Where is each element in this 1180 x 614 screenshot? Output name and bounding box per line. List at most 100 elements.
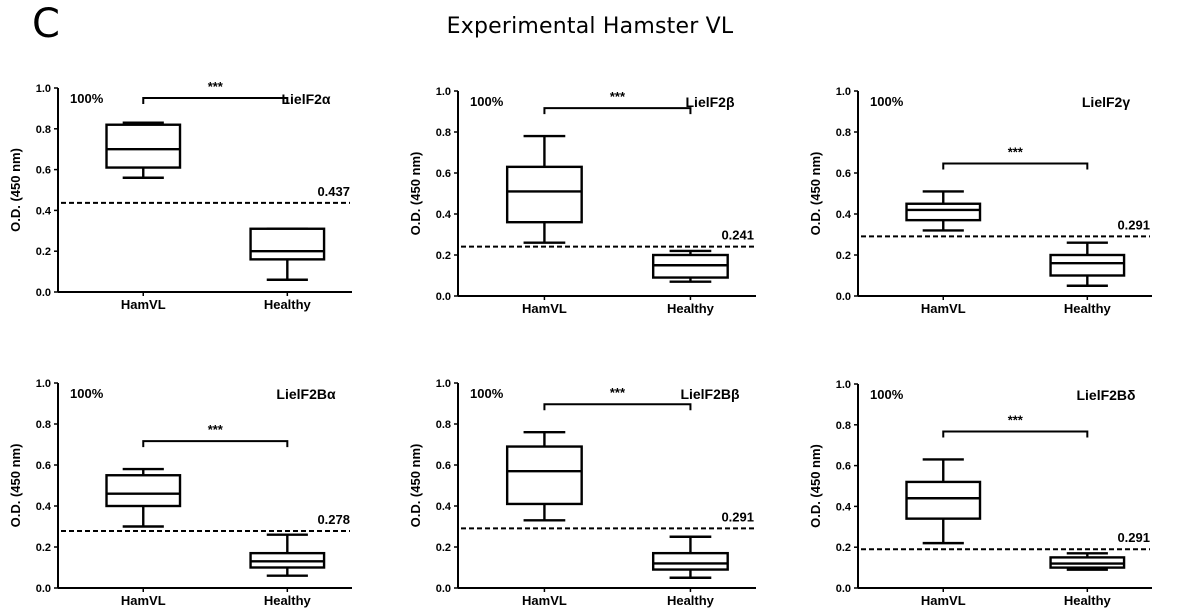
y-tick-label: 0.6	[36, 165, 51, 177]
y-tick-label: 0.2	[836, 250, 851, 262]
box-iqr	[905, 480, 982, 520]
box-iqr	[651, 551, 729, 571]
y-tick-label: 0.0	[836, 583, 851, 595]
marker-name: LielF2Bβ	[680, 386, 740, 402]
chart-panel-2: 0.0 0.2 0.4 0.6 0.8 1.0 O.D. (450 nm) HamVL Heal…	[408, 86, 756, 316]
cutoff-label: 0.437	[317, 184, 350, 199]
significance-bracket	[142, 97, 289, 104]
y-tick-label: 0.6	[436, 460, 451, 472]
cutoff-label: 0.291	[721, 509, 754, 524]
panel-letter: C	[32, 1, 60, 47]
box-healthy	[249, 533, 326, 577]
x-category-label: HamVL	[921, 301, 966, 316]
percent-label: 100%	[870, 94, 904, 109]
chart-panel-4: 0.0 0.2 0.4 0.6 0.8 1.0 O.D. (450 nm) HamVL Heal…	[8, 378, 352, 608]
box-hamvl	[905, 190, 982, 232]
y-tick-label: 0.4	[836, 209, 852, 221]
cutoff-label: 0.278	[317, 512, 350, 527]
x-category-label: Healthy	[667, 301, 715, 316]
box-healthy	[651, 535, 729, 579]
box-iqr	[905, 202, 982, 222]
y-tick-label: 1.0	[436, 86, 451, 98]
percent-label: 100%	[70, 91, 104, 106]
significance-label: ***	[610, 89, 626, 104]
y-tick-label: 0.8	[36, 124, 51, 136]
y-tick-label: 1.0	[36, 83, 51, 95]
chart-panel-5: 0.0 0.2 0.4 0.6 0.8 1.0 O.D. (450 nm) HamVL Heal…	[408, 378, 756, 608]
y-tick-label: 0.6	[436, 168, 451, 180]
marker-name: LielF2Bδ	[1076, 387, 1135, 403]
marker-name: LielF2γ	[1082, 94, 1130, 110]
significance-label: ***	[610, 385, 626, 400]
box-hamvl	[105, 467, 182, 528]
x-category-label: HamVL	[522, 593, 567, 608]
significance-bracket	[942, 162, 1089, 170]
cutoff-label: 0.241	[721, 228, 754, 243]
figure-title: Experimental Hamster VL	[446, 14, 734, 39]
cutoff-label: 0.291	[1117, 217, 1150, 232]
y-tick-label: 0.8	[836, 420, 851, 432]
box-iqr	[105, 474, 182, 508]
y-tick-label: 0.4	[36, 205, 52, 217]
y-axis-title: O.D. (450 nm)	[808, 444, 823, 528]
x-category-label: Healthy	[264, 297, 312, 312]
y-tick-label: 0.8	[36, 419, 51, 431]
y-tick-label: 0.0	[436, 583, 451, 595]
y-tick-label: 0.8	[436, 127, 451, 139]
y-axis-title: O.D. (450 nm)	[808, 152, 823, 236]
y-tick-label: 0.2	[836, 542, 851, 554]
chart-panel-3: 0.0 0.2 0.4 0.6 0.8 1.0 O.D. (450 nm) HamVL Heal…	[808, 86, 1152, 316]
y-axis-title: O.D. (450 nm)	[408, 152, 423, 236]
y-tick-label: 0.4	[836, 501, 852, 513]
percent-label: 100%	[70, 386, 104, 401]
percent-label: 100%	[470, 386, 504, 401]
y-tick-label: 0.4	[36, 501, 52, 513]
y-tick-label: 1.0	[836, 379, 851, 391]
box-hamvl	[105, 121, 182, 179]
significance-bracket	[543, 403, 692, 411]
box-healthy	[249, 227, 326, 281]
box-healthy	[1049, 552, 1126, 571]
box-iqr	[505, 445, 583, 506]
y-tick-label: 0.0	[836, 291, 851, 303]
box-hamvl	[505, 134, 583, 244]
y-axis-title: O.D. (450 nm)	[408, 444, 423, 528]
x-category-label: Healthy	[1064, 593, 1112, 608]
y-tick-label: 0.4	[436, 501, 452, 513]
y-tick-label: 0.2	[36, 246, 51, 258]
y-tick-label: 0.6	[836, 461, 851, 473]
significance-label: ***	[1008, 412, 1024, 427]
significance-label: ***	[208, 79, 224, 94]
box-iqr	[105, 123, 182, 169]
x-category-label: Healthy	[1064, 301, 1112, 316]
box-iqr	[505, 165, 583, 224]
x-category-label: HamVL	[121, 593, 166, 608]
y-axis-title: O.D. (450 nm)	[8, 148, 23, 232]
y-tick-label: 0.0	[36, 287, 51, 299]
y-tick-label: 0.0	[436, 291, 451, 303]
significance-label: ***	[208, 422, 224, 437]
box-iqr	[1049, 253, 1126, 277]
box-hamvl	[505, 431, 583, 522]
significance-bracket	[142, 440, 289, 448]
box-healthy	[651, 249, 729, 283]
y-axis-title: O.D. (450 nm)	[8, 444, 23, 528]
y-tick-label: 0.2	[436, 250, 451, 262]
x-category-label: HamVL	[522, 301, 567, 316]
y-tick-label: 1.0	[436, 378, 451, 390]
marker-name: LielF2Bα	[276, 386, 336, 402]
y-tick-label: 1.0	[836, 86, 851, 98]
y-tick-label: 0.8	[436, 419, 451, 431]
chart-panel-6: 0.0 0.2 0.4 0.6 0.8 1.0 O.D. (450 nm) HamVL Heal…	[808, 379, 1152, 608]
x-category-label: HamVL	[921, 593, 966, 608]
box-iqr	[249, 227, 326, 261]
percent-label: 100%	[870, 387, 904, 402]
y-tick-label: 0.6	[36, 460, 51, 472]
y-tick-label: 1.0	[36, 378, 51, 390]
percent-label: 100%	[470, 94, 504, 109]
y-tick-label: 0.2	[36, 542, 51, 554]
y-tick-label: 0.4	[436, 209, 452, 221]
significance-bracket	[543, 107, 692, 115]
x-category-label: Healthy	[264, 593, 312, 608]
